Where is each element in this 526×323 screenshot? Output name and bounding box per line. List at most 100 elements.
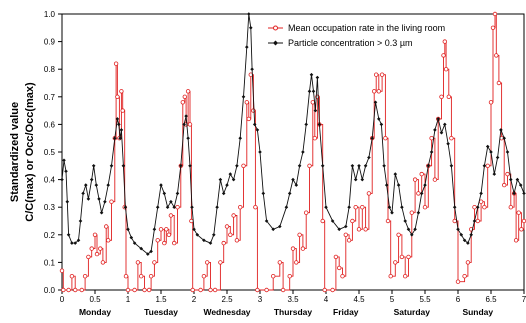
data-point [492, 11, 498, 17]
x-tick-label: 4.5 [353, 295, 365, 304]
data-point [175, 204, 180, 210]
data-point [363, 164, 368, 168]
data-point [132, 287, 137, 293]
data-point [436, 117, 440, 121]
y-tick-label: 0.5 [44, 148, 56, 157]
data-point [317, 122, 322, 127]
data-point [459, 233, 464, 237]
data-point [479, 191, 483, 196]
data-point [419, 191, 424, 196]
data-point [482, 164, 487, 168]
data-point [432, 177, 438, 182]
data-point [512, 191, 516, 196]
y-tick-label: 0.7 [44, 93, 56, 102]
data-point [168, 213, 174, 218]
data-point [433, 128, 437, 132]
data-point [508, 204, 513, 210]
data-point [304, 122, 308, 127]
data-point [278, 224, 282, 229]
x-tick-label: 0.5 [89, 295, 101, 304]
data-point [307, 163, 312, 168]
day-labels: Monday Tuesday Wednesday Thursday Friday Satu… [79, 307, 493, 317]
data-point [452, 218, 457, 224]
data-point [138, 274, 144, 279]
y-axis: 0.0 0.1 0.2 0.3 0.4 0.5 0.6 0.7 0.8 0.9 1.0 [44, 10, 62, 295]
x-tick-label: 6 [456, 295, 461, 304]
data-point [301, 150, 305, 154]
data-point [337, 265, 342, 271]
x-tick-label: 2 [192, 295, 197, 304]
data-point [241, 95, 246, 99]
data-point [106, 183, 110, 187]
data-point [60, 177, 64, 182]
data-point [146, 252, 150, 256]
data-point [105, 238, 111, 243]
data-point [103, 199, 107, 204]
data-point [280, 287, 286, 293]
data-point [258, 150, 262, 154]
data-point [502, 182, 507, 188]
data-point [330, 287, 335, 293]
data-point [89, 246, 94, 251]
data-point [182, 122, 186, 127]
x-tick-label: 1.5 [155, 295, 167, 304]
data-point [72, 287, 78, 293]
data-point [184, 114, 188, 118]
data-point [135, 260, 141, 265]
data-point [330, 219, 335, 223]
data-point [372, 89, 377, 94]
data-point [241, 163, 246, 168]
data-point [426, 164, 431, 168]
y-tick-label: 0.6 [44, 120, 56, 129]
data-point [208, 241, 213, 245]
data-point [399, 254, 405, 260]
data-point [469, 233, 473, 237]
data-point [73, 241, 77, 245]
data-point [297, 164, 302, 168]
data-point [413, 227, 417, 232]
data-point [393, 260, 398, 265]
y-tick-label: 0.3 [44, 203, 56, 212]
data-point [250, 67, 254, 71]
data-point [146, 287, 152, 293]
data-point [164, 227, 169, 232]
data-point [356, 227, 362, 232]
data-point [456, 227, 460, 232]
data-point [264, 287, 269, 293]
data-point [388, 274, 393, 279]
data-point [297, 232, 302, 237]
data-point [86, 197, 91, 201]
data-point [333, 254, 339, 260]
data-point [113, 136, 117, 140]
legend-marker-occupation [273, 25, 278, 31]
data-point [513, 238, 519, 243]
data-point [383, 135, 388, 141]
data-point [158, 227, 164, 232]
data-point [315, 75, 320, 80]
data-point [300, 246, 306, 251]
data-point [66, 287, 71, 293]
data-point [155, 205, 160, 209]
data-point [379, 72, 385, 77]
data-point [166, 232, 172, 237]
data-point [142, 287, 147, 293]
data-point [120, 108, 125, 113]
data-point [494, 53, 499, 58]
legend-marker-particles [273, 40, 278, 46]
data-point [66, 233, 71, 237]
data-point [218, 260, 223, 265]
data-point [360, 204, 365, 210]
data-point [406, 254, 411, 260]
day-label: Wednesday [203, 307, 250, 317]
data-point [337, 227, 341, 232]
data-point [350, 218, 355, 224]
data-point [212, 233, 216, 237]
data-point [521, 218, 526, 224]
data-point [311, 89, 316, 94]
data-point [385, 218, 391, 224]
data-point [117, 122, 121, 127]
data-point [186, 136, 190, 140]
data-point [247, 12, 251, 16]
data-point [224, 224, 230, 229]
data-point [449, 135, 454, 141]
